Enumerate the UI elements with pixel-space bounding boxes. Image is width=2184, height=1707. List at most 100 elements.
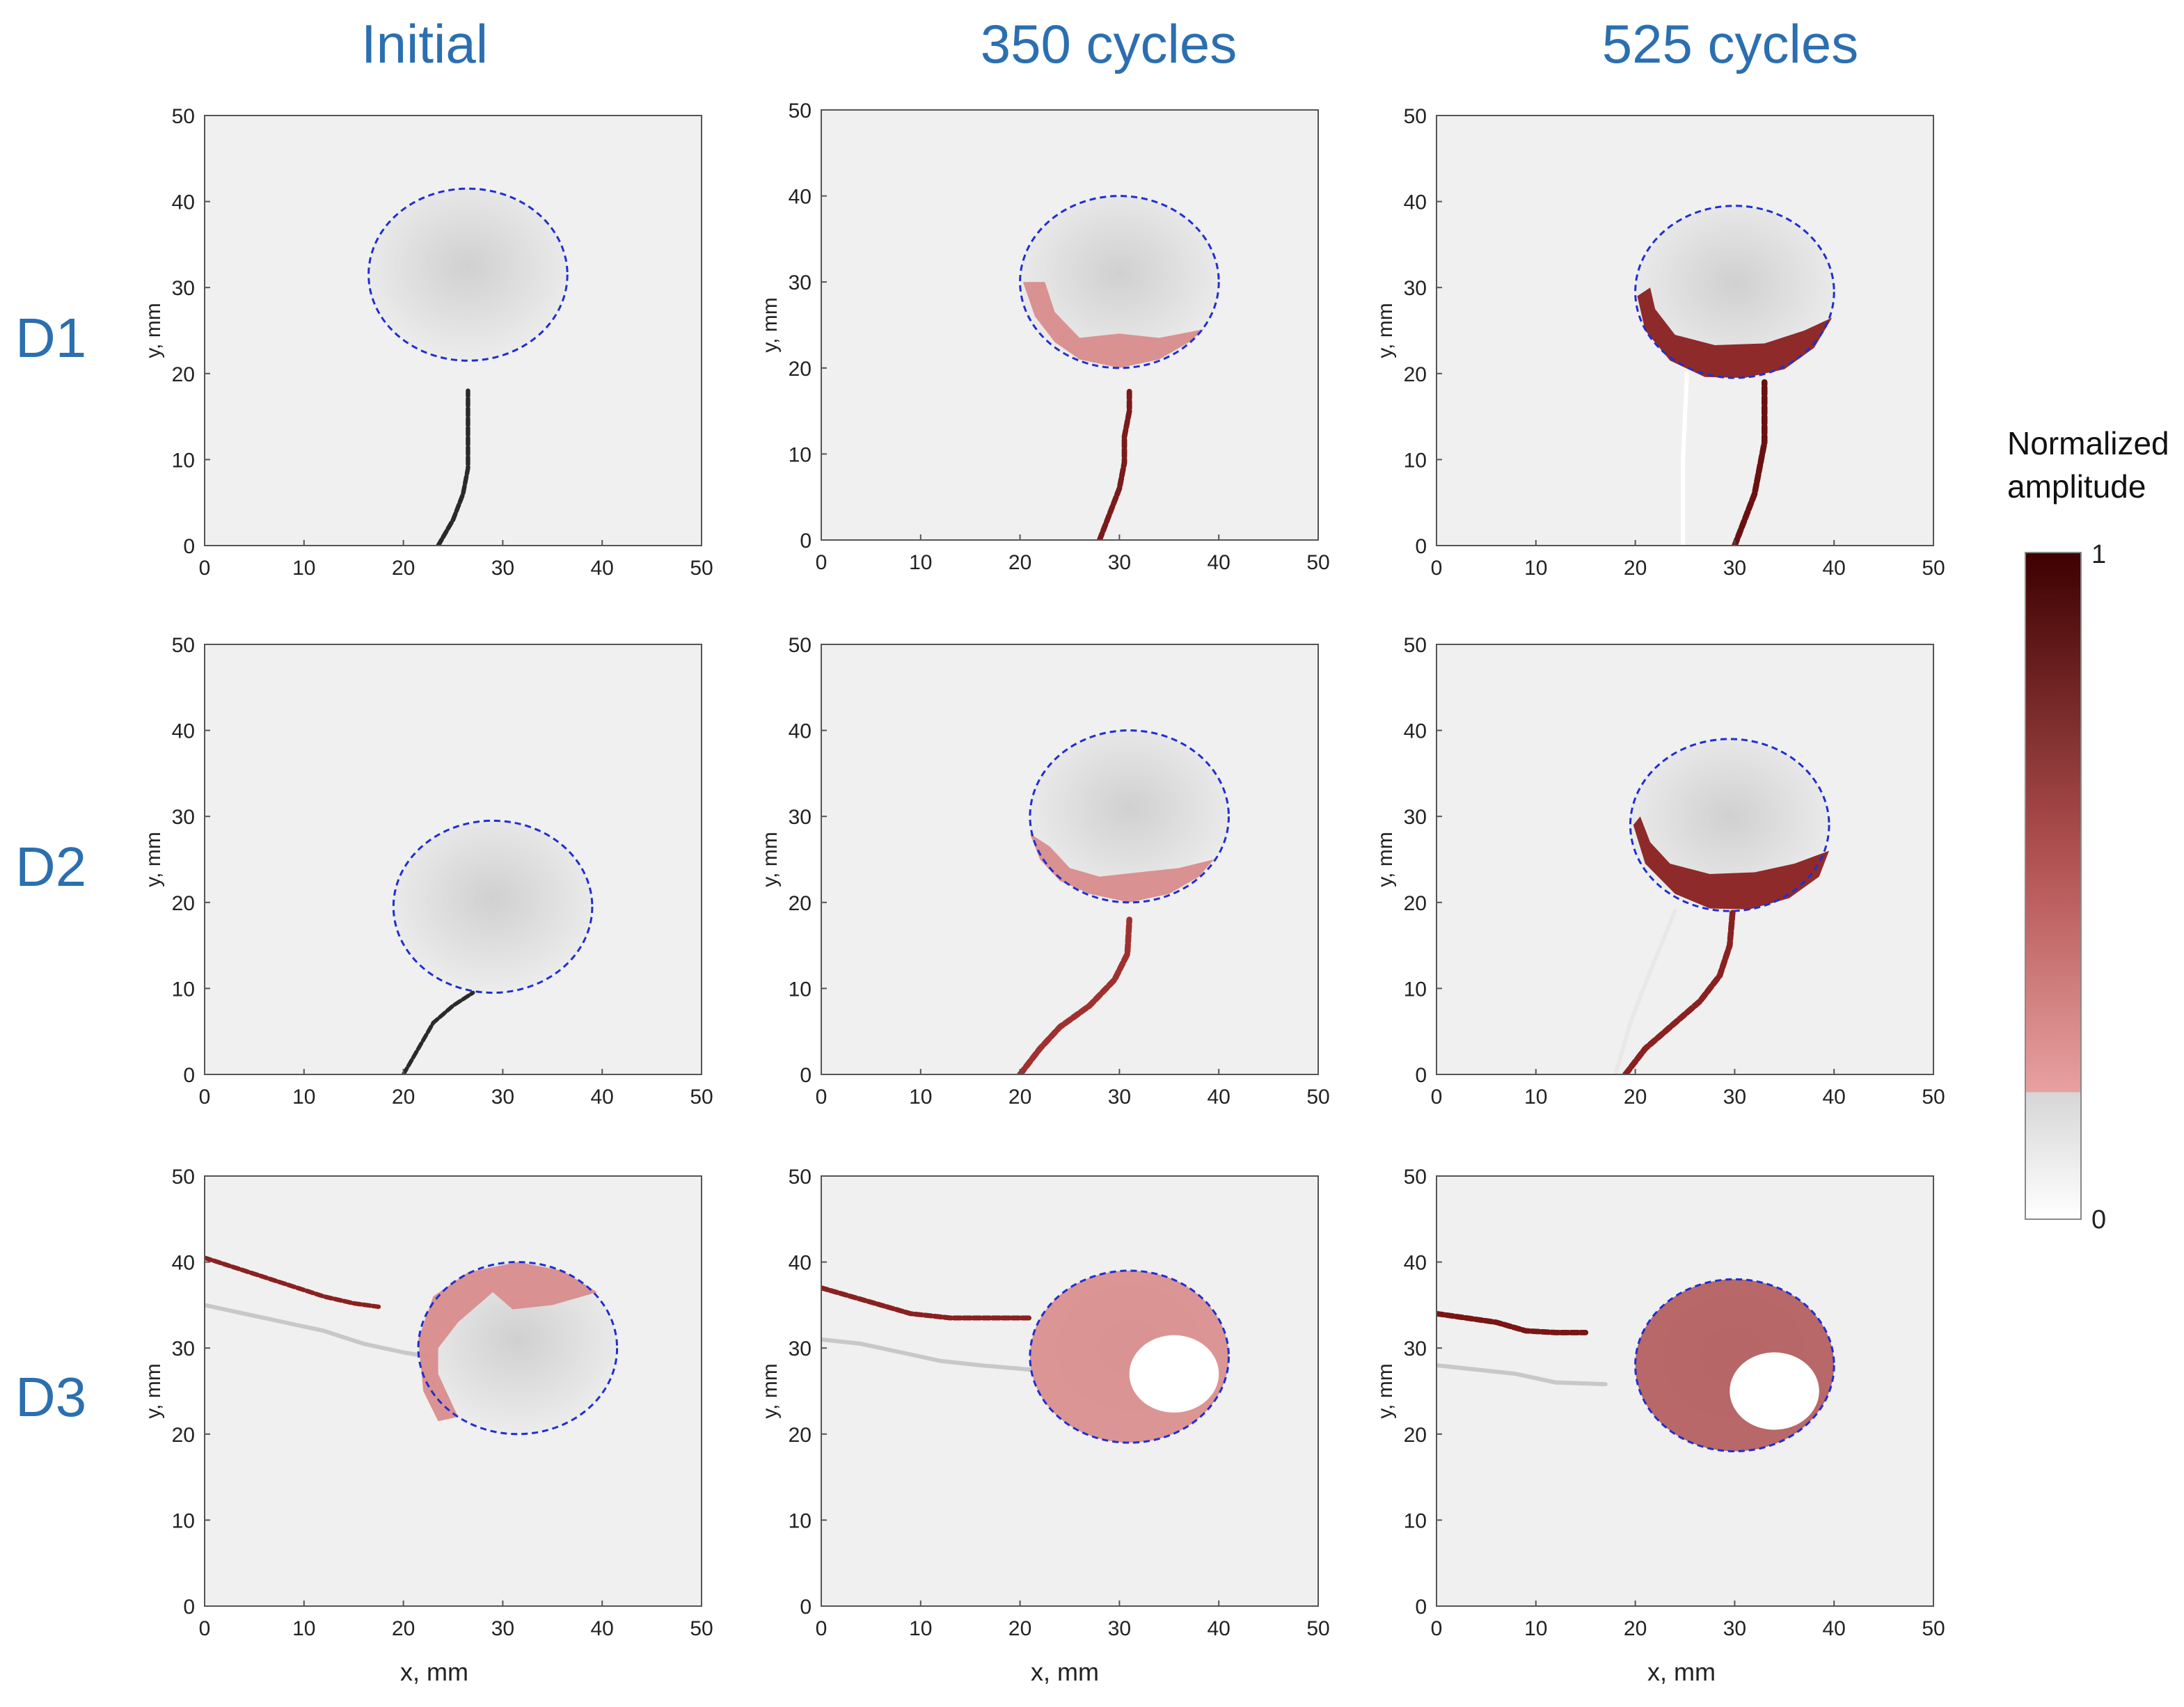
column-title-350-cycles: 350 cycles (980, 13, 1237, 74)
crack-trace (205, 1255, 381, 1310)
x-tick-label: 40 (591, 1086, 614, 1109)
row-label-d1: D1 (15, 307, 87, 369)
y-tick-label: 40 (172, 1252, 195, 1275)
y-tick-label: 0 (183, 1596, 195, 1619)
y-axis-label: y, mm (142, 1363, 165, 1418)
x-tick-label: 10 (292, 557, 315, 580)
hole-region (1020, 196, 1219, 368)
axes-box (1436, 115, 1934, 546)
x-tick-label: 30 (1108, 1617, 1131, 1640)
x-tick-label: 40 (1823, 1086, 1846, 1109)
y-tick-label: 40 (172, 191, 195, 214)
x-tick-label: 10 (292, 1617, 315, 1640)
x-tick-label: 0 (1431, 557, 1443, 580)
y-tick-label: 40 (789, 720, 812, 743)
y-tick-label: 40 (1404, 720, 1427, 743)
x-tick-label: 0 (199, 557, 211, 580)
damage-area (418, 1262, 598, 1422)
colorbar-title-line2: amplitude (2007, 468, 2146, 505)
y-tick-label: 30 (172, 806, 195, 829)
y-tick-label: 0 (800, 530, 812, 553)
y-tick-label: 0 (1415, 535, 1427, 558)
y-tick-label: 50 (1404, 634, 1427, 657)
hole-outline (1029, 729, 1230, 904)
y-tick-label: 20 (172, 363, 195, 386)
damage-area (1637, 287, 1833, 378)
x-tick-label: 50 (1922, 1086, 1945, 1109)
y-tick-label: 50 (789, 100, 812, 122)
y-tick-label: 20 (1404, 1424, 1427, 1447)
x-tick-label: 20 (392, 1086, 415, 1109)
y-tick-label: 20 (1404, 363, 1427, 386)
x-tick-label: 50 (690, 1617, 713, 1640)
plot-content (821, 1269, 1230, 1444)
x-tick-label: 30 (491, 1086, 514, 1109)
plot-content (367, 187, 569, 546)
hole-outline (1634, 205, 1835, 379)
x-axis-label-col3: x, mm (1647, 1658, 1716, 1686)
undamaged-region (1129, 1335, 1219, 1413)
x-tick-label: 0 (816, 551, 828, 574)
secondary-crack-trace (1437, 1363, 1608, 1387)
plot-content (1017, 729, 1230, 1074)
x-tick-label: 30 (1108, 551, 1131, 574)
y-tick-label: 10 (789, 443, 812, 466)
y-tick-label: 40 (172, 720, 195, 743)
x-tick-label: 20 (392, 1617, 415, 1640)
x-tick-label: 0 (816, 1086, 828, 1109)
panel-d1-3: 0 10 20 30 40 50 0 10 20 30 40 50 y, mm (1374, 105, 1945, 580)
y-tick-label: 30 (1404, 1337, 1427, 1360)
y-tick-label: 20 (789, 892, 812, 915)
colorbar-min-label: 0 (2091, 1205, 2107, 1234)
row-label-d2: D2 (15, 836, 87, 898)
y-tick-label: 0 (183, 535, 195, 558)
colorbar-max-label: 1 (2091, 540, 2107, 569)
y-tick-label: 0 (1415, 1064, 1427, 1087)
x-tick-label: 50 (1922, 557, 1945, 580)
axes-box (204, 644, 702, 1075)
y-axis-label: y, mm (759, 832, 782, 887)
panel-d3-3: 0 10 20 30 40 50 0 10 20 30 40 50 y, mm (1374, 1166, 1945, 1640)
crack-trace (401, 990, 475, 1074)
axes-box (821, 1175, 1319, 1607)
x-tick-label: 20 (1624, 1086, 1647, 1109)
x-tick-label: 10 (1524, 1617, 1547, 1640)
x-tick-label: 50 (1306, 1086, 1329, 1109)
row-label-d3: D3 (15, 1366, 87, 1428)
y-axis-label: y, mm (1374, 832, 1397, 887)
x-tick-label: 10 (292, 1086, 315, 1109)
y-tick-label: 30 (172, 277, 195, 300)
x-tick-label: 50 (690, 557, 713, 580)
hole-outline (1029, 1269, 1230, 1444)
y-tick-label: 20 (789, 358, 812, 381)
x-tick-label: 50 (690, 1086, 713, 1109)
x-tick-label: 20 (1008, 551, 1031, 574)
x-tick-label: 30 (1723, 1086, 1746, 1109)
x-tick-label: 0 (1431, 1086, 1443, 1109)
plot-content (1634, 205, 1835, 546)
y-tick-label: 30 (789, 271, 812, 294)
panel-d1-1: 0 10 20 30 40 50 0 10 20 30 40 50 y, mm (142, 105, 713, 580)
plot-content (205, 1255, 619, 1436)
undamaged-region (1730, 1352, 1819, 1430)
x-tick-label: 10 (909, 551, 932, 574)
y-tick-label: 10 (172, 978, 195, 1001)
x-tick-label: 0 (199, 1086, 211, 1109)
y-tick-label: 40 (1404, 191, 1427, 214)
panel-d2-2: 0 10 20 30 40 50 0 10 20 30 40 50 y, mm (759, 634, 1330, 1109)
axes-box (1436, 644, 1934, 1075)
y-tick-label: 10 (1404, 449, 1427, 472)
x-tick-label: 40 (1208, 551, 1231, 574)
y-tick-label: 30 (1404, 277, 1427, 300)
y-tick-label: 10 (789, 1509, 812, 1532)
x-tick-label: 10 (909, 1086, 932, 1109)
plot-content (392, 819, 594, 1074)
hole-outline (392, 819, 594, 994)
axes-box (821, 644, 1319, 1075)
secondary-crack-trace (205, 1303, 431, 1359)
y-tick-label: 50 (172, 105, 195, 128)
crack-trace (1096, 386, 1132, 540)
y-tick-label: 30 (789, 1337, 812, 1360)
crack-trace (1622, 907, 1736, 1074)
